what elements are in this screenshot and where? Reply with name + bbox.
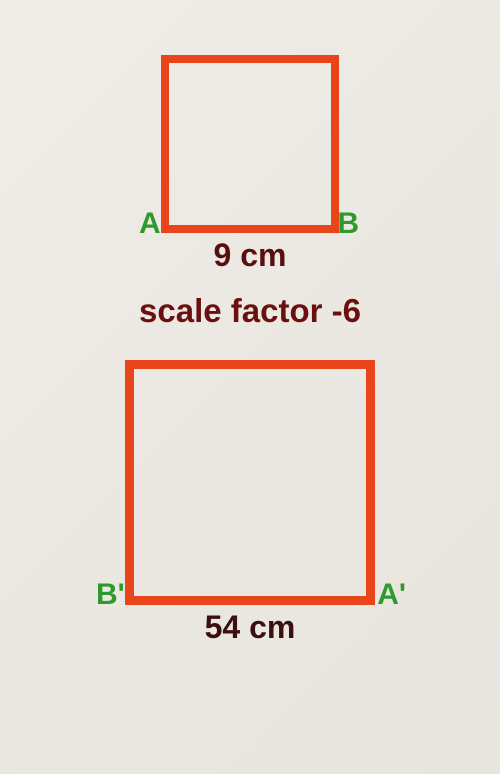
large-square-wrapper: B' A' <box>125 360 375 605</box>
vertex-label-A: A <box>139 207 161 241</box>
scale-factor-text: scale factor -6 <box>139 292 361 330</box>
large-square-group: B' A' 54 cm <box>125 360 375 646</box>
vertex-label-A-prime: A' <box>377 578 406 612</box>
large-square-measurement: 54 cm <box>205 609 296 646</box>
vertex-label-B: B <box>337 207 359 241</box>
small-square-measurement: 9 cm <box>214 237 287 274</box>
vertex-label-B-prime: B' <box>96 578 125 612</box>
diagram-container: A B 9 cm scale factor -6 B' A' 54 cm <box>0 0 500 774</box>
small-square: A B <box>161 55 339 233</box>
small-square-group: A B 9 cm <box>161 55 339 274</box>
large-square: B' A' <box>125 360 375 605</box>
small-square-wrapper: A B <box>161 55 339 233</box>
